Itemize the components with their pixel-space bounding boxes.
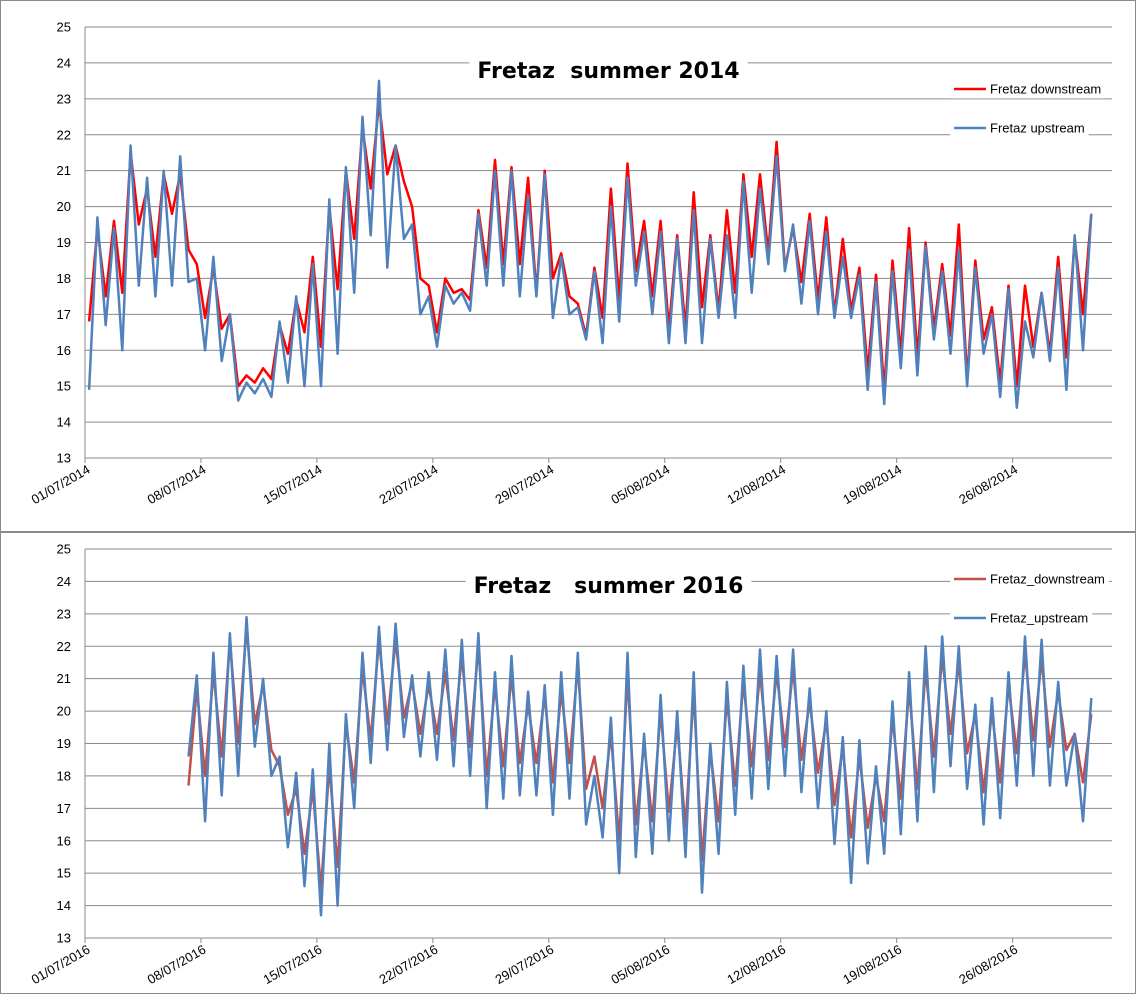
y-tick-label: 18 xyxy=(57,768,71,783)
panel-frame xyxy=(0,0,1136,532)
y-tick-label: 23 xyxy=(57,91,71,106)
y-tick-label: 21 xyxy=(57,671,71,686)
legend-label: Fretaz upstream xyxy=(990,121,1085,136)
y-tick-label: 23 xyxy=(57,606,71,621)
y-tick-label: 18 xyxy=(57,271,71,286)
y-tick-label: 22 xyxy=(57,127,71,142)
legend-label: Fretaz_upstream xyxy=(990,611,1088,626)
chart-title: Fretaz summer 2014 xyxy=(477,59,739,84)
y-tick-label: 20 xyxy=(57,704,71,719)
y-tick-label: 25 xyxy=(57,542,71,557)
y-tick-label: 13 xyxy=(57,931,71,946)
y-tick-label: 16 xyxy=(57,343,71,358)
y-tick-label: 17 xyxy=(57,801,71,816)
legend-background xyxy=(950,79,1106,99)
title-background xyxy=(465,572,752,601)
y-tick-label: 17 xyxy=(57,307,71,322)
legend-label: Fretaz downstream xyxy=(990,82,1101,97)
y-tick-label: 19 xyxy=(57,235,71,250)
data-line xyxy=(87,79,1093,409)
y-tick-label: 14 xyxy=(57,898,71,913)
chart-title: Fretaz summer 2016 xyxy=(474,574,744,599)
y-tick-label: 14 xyxy=(57,415,71,430)
y-tick-label: 15 xyxy=(57,379,71,394)
y-tick-label: 20 xyxy=(57,199,71,214)
legend-background xyxy=(950,608,1093,628)
y-tick-label: 15 xyxy=(57,866,71,881)
legend-label: Fretaz_downstream xyxy=(990,572,1105,587)
y-tick-label: 21 xyxy=(57,163,71,178)
y-tick-label: 24 xyxy=(57,574,71,589)
y-tick-label: 24 xyxy=(57,55,71,70)
y-tick-label: 22 xyxy=(57,639,71,654)
legend-background xyxy=(950,118,1089,138)
data-line xyxy=(187,615,1093,917)
y-tick-label: 13 xyxy=(57,451,71,466)
title-background xyxy=(469,57,748,86)
y-tick-label: 19 xyxy=(57,736,71,751)
y-tick-label: 25 xyxy=(57,20,71,35)
legend-background xyxy=(950,569,1109,589)
y-tick-label: 16 xyxy=(57,833,71,848)
